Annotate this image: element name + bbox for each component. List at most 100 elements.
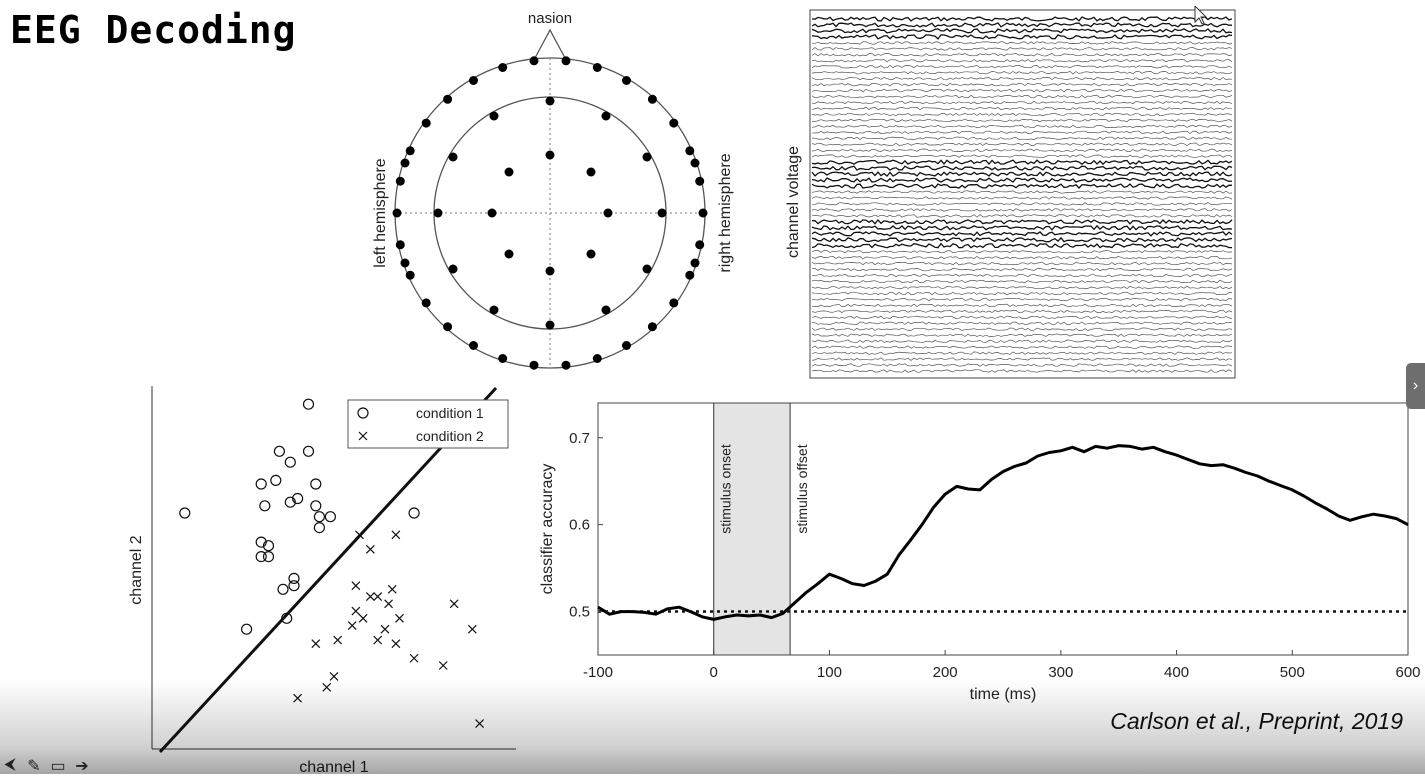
electrode-dot	[443, 94, 453, 104]
y-tick-label: 0.7	[569, 430, 590, 447]
back-arrow-icon[interactable]: ⮜	[4, 756, 16, 773]
condition-1-point	[273, 445, 285, 457]
channel-trace	[811, 136, 1233, 140]
electrode-dot	[421, 118, 431, 128]
condition-2-point	[384, 599, 394, 609]
eeg-channel-traces: channel voltage	[785, 6, 1236, 379]
scatter-xlabel: channel 1	[299, 759, 368, 774]
condition-2-point	[373, 635, 383, 645]
channel-trace	[811, 183, 1233, 189]
channel-trace	[811, 208, 1233, 212]
slides-menu-icon[interactable]: ▭	[50, 758, 66, 775]
channel-trace	[811, 82, 1233, 87]
nose-outline	[534, 28, 566, 59]
channel-trace	[811, 351, 1233, 355]
scatter-legend: condition 1 condition 2	[347, 399, 509, 449]
accuracy-curve	[597, 444, 1409, 621]
channel-trace	[811, 130, 1233, 135]
channel-trace	[811, 345, 1233, 349]
electrode-dot	[642, 264, 652, 274]
scatter-points	[179, 398, 485, 729]
stimulus-onset-label: stimulus onset	[718, 444, 734, 534]
electrode-dot	[642, 152, 652, 162]
electrode-dot	[395, 240, 405, 250]
channel-trace	[811, 285, 1233, 290]
electrode-dot	[395, 176, 405, 186]
channel-trace	[811, 214, 1233, 218]
condition-1-point	[259, 500, 271, 512]
electrode-dot	[489, 305, 499, 315]
condition-2-point	[438, 661, 448, 670]
condition-2-point	[395, 613, 404, 623]
condition-2-point	[322, 682, 332, 692]
condition-1-point	[302, 398, 315, 410]
electrode-dot	[504, 249, 514, 259]
accuracy-frame	[597, 402, 1409, 656]
legend-x-marker	[358, 431, 368, 441]
channel-trace	[811, 303, 1233, 308]
forward-arrow-icon[interactable]: ➔	[75, 758, 89, 775]
condition-1-point	[310, 478, 322, 490]
electrode-dot	[695, 176, 705, 186]
channel-trace	[811, 333, 1233, 337]
x-tick-label: 600	[1395, 664, 1420, 681]
condition-1-point	[255, 551, 267, 563]
channel-trace	[811, 53, 1233, 57]
accuracy-xlabel: time (ms)	[970, 686, 1037, 703]
condition-1-point	[408, 507, 420, 519]
channel-trace	[811, 177, 1233, 183]
x-tick-label: -100	[583, 664, 613, 681]
condition-2-point	[467, 624, 477, 634]
channel-trace	[811, 267, 1233, 272]
pen-icon[interactable]: ✎	[27, 758, 41, 775]
channel-trace	[811, 273, 1233, 278]
channel-trace	[811, 196, 1233, 200]
channel-trace	[811, 309, 1233, 314]
channel-trace	[811, 41, 1233, 45]
channel-trace	[811, 106, 1233, 111]
channel-trace	[811, 16, 1233, 22]
slide-title: EEG Decoding	[10, 8, 297, 52]
presentation-toolbar: ⮜ ✎ ▭ ➔	[0, 756, 92, 775]
channel-trace	[811, 224, 1233, 231]
accuracy-plot: stimulus onset stimulus offset -100 0 100 200…	[539, 402, 1420, 703]
legend-condition-2: condition 2	[416, 428, 484, 444]
electrode-dot	[448, 264, 458, 274]
electrode-dot	[545, 320, 555, 330]
condition-1-point	[288, 572, 300, 584]
channel-trace	[811, 339, 1233, 343]
stimulus-offset-label: stimulus offset	[794, 444, 810, 533]
channel-trace	[811, 165, 1233, 171]
electrode-dot	[545, 150, 555, 160]
condition-1-point	[292, 492, 304, 505]
electrode-dot	[685, 146, 695, 156]
electrode-dot	[647, 94, 657, 104]
condition-2-point	[347, 621, 357, 631]
electrode-dot	[592, 354, 602, 363]
condition-1-point	[310, 500, 322, 512]
channel-trace	[811, 291, 1233, 296]
electrode-dot	[421, 298, 431, 308]
electrode-dot	[469, 76, 478, 85]
condition-2-point	[391, 530, 401, 540]
channel-trace	[811, 148, 1233, 152]
electrode-dot	[586, 249, 596, 259]
channel-trace	[811, 124, 1233, 128]
electrode-dot	[690, 158, 700, 168]
y-tick-label: 0.6	[569, 517, 590, 534]
channel-trace	[811, 250, 1233, 254]
condition-2-point	[387, 584, 397, 594]
electrode-dot	[529, 360, 539, 370]
condition-2-point	[391, 639, 401, 649]
channel-trace	[811, 231, 1233, 237]
next-slide-arrow-button[interactable]: ›	[1406, 363, 1425, 409]
electrode-dot	[592, 63, 602, 72]
condition-1-point	[277, 583, 289, 595]
left-hemisphere-label: left hemisphere	[372, 158, 389, 267]
channel-trace	[811, 202, 1233, 206]
condition-2-point	[311, 639, 321, 649]
channel-trace	[811, 118, 1233, 123]
electrode-dot	[498, 63, 508, 72]
channel-trace	[811, 327, 1233, 331]
channel-trace	[811, 297, 1233, 302]
